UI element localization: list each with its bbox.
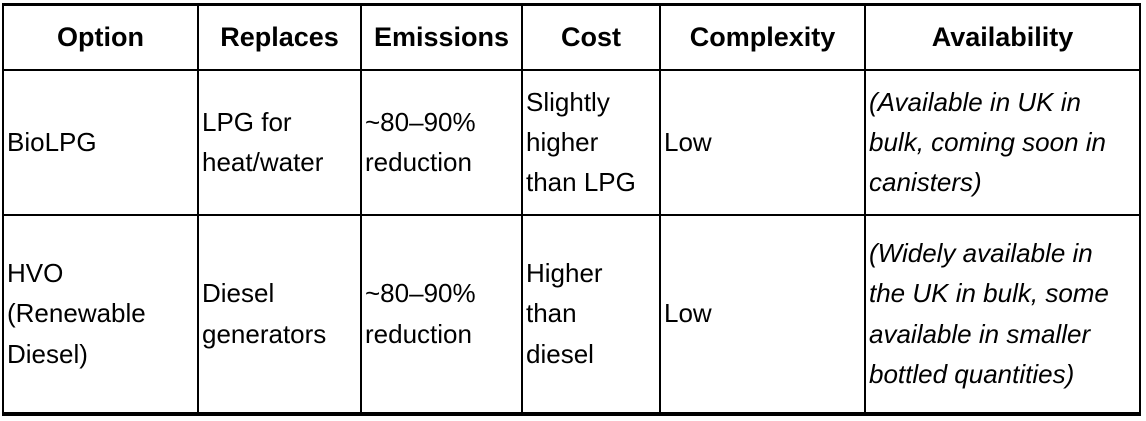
table-row-biolpg: BioLPG LPG for heat/water ~80–90% reduct… bbox=[2, 68, 1141, 216]
column-header-availability: Availability bbox=[864, 3, 1141, 71]
cell-availability: (Widely available in the UK in bulk, som… bbox=[864, 213, 1141, 415]
cell-cost: Slightly higher than LPG bbox=[521, 68, 661, 216]
column-header-cost: Cost bbox=[521, 3, 661, 71]
cell-emissions: ~80–90% reduction bbox=[360, 213, 523, 415]
cell-option: HVO (Renewable Diesel) bbox=[2, 213, 199, 415]
cell-emissions: ~80–90% reduction bbox=[360, 68, 523, 216]
column-header-complexity: Complexity bbox=[659, 3, 866, 71]
column-header-emissions: Emissions bbox=[360, 3, 523, 71]
cell-complexity: Low bbox=[659, 213, 866, 415]
cell-cost: Higher than diesel bbox=[521, 213, 661, 415]
cell-complexity: Low bbox=[659, 68, 866, 216]
fuel-options-table: Option Replaces Emissions Cost Complexit… bbox=[2, 3, 1141, 416]
cell-replaces: LPG for heat/water bbox=[197, 68, 362, 216]
column-header-replaces: Replaces bbox=[197, 3, 362, 71]
cell-replaces: Diesel generators bbox=[197, 213, 362, 415]
table-row-hvo: HVO (Renewable Diesel) Diesel generators… bbox=[2, 213, 1141, 415]
cell-option: BioLPG bbox=[2, 68, 199, 216]
column-header-option: Option bbox=[2, 3, 199, 71]
table-header-row: Option Replaces Emissions Cost Complexit… bbox=[2, 3, 1141, 71]
cell-availability: (Available in UK in bulk, coming soon in… bbox=[864, 68, 1141, 216]
